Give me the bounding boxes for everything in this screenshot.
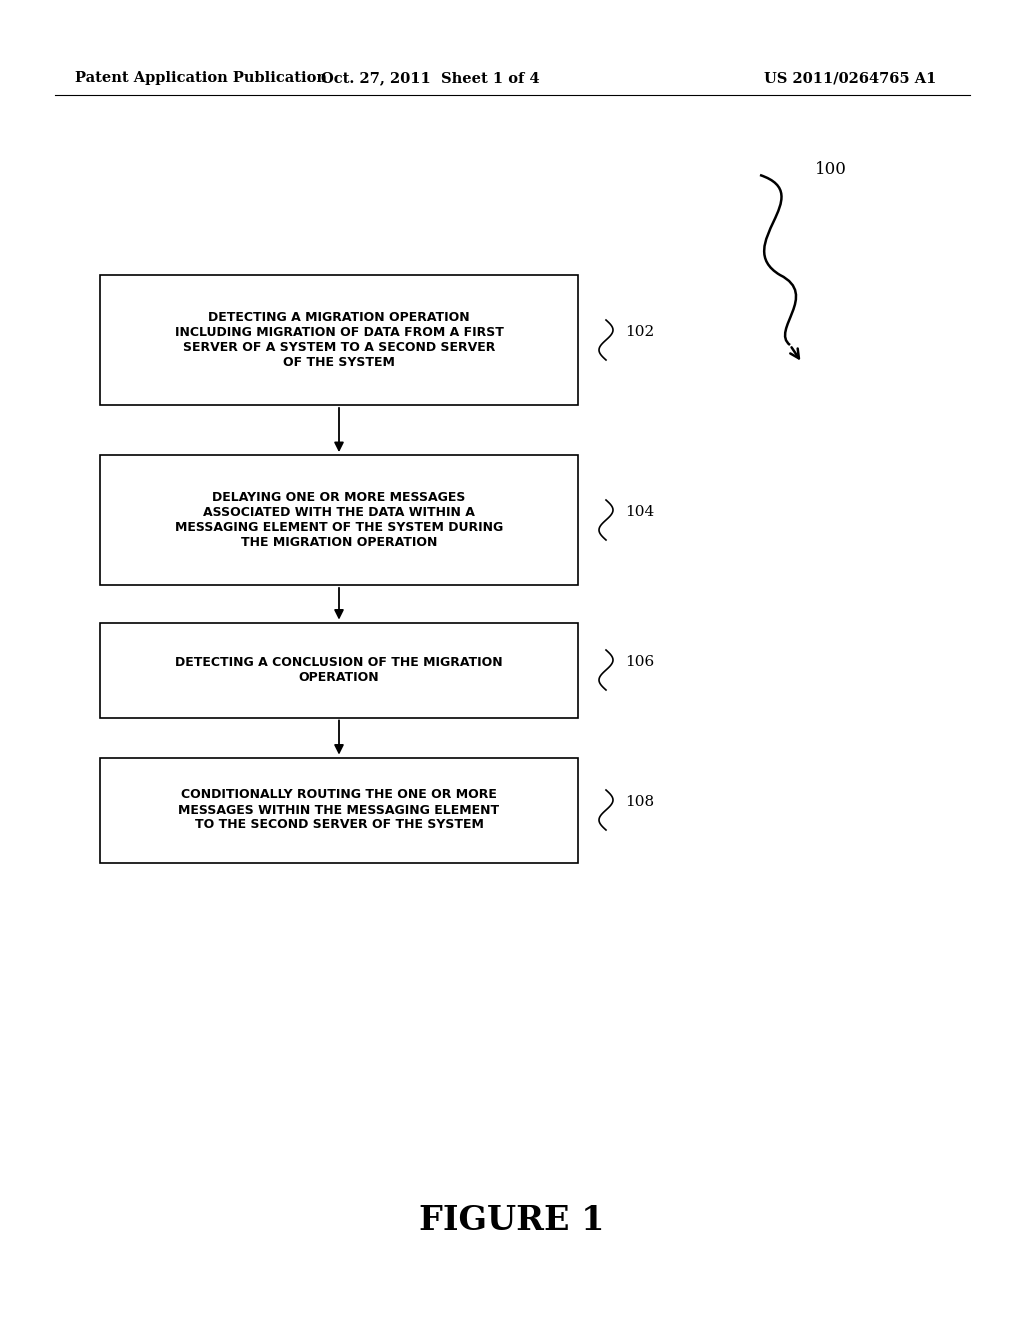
Bar bbox=[100, 455, 578, 585]
Text: FIGURE 1: FIGURE 1 bbox=[419, 1204, 605, 1237]
Text: 106: 106 bbox=[625, 655, 654, 669]
Text: DETECTING A MIGRATION OPERATION
INCLUDING MIGRATION OF DATA FROM A FIRST
SERVER : DETECTING A MIGRATION OPERATION INCLUDIN… bbox=[174, 312, 504, 370]
Bar bbox=[100, 275, 578, 405]
Text: CONDITIONALLY ROUTING THE ONE OR MORE
MESSAGES WITHIN THE MESSAGING ELEMENT
TO T: CONDITIONALLY ROUTING THE ONE OR MORE ME… bbox=[178, 788, 500, 832]
Text: DELAYING ONE OR MORE MESSAGES
ASSOCIATED WITH THE DATA WITHIN A
MESSAGING ELEMEN: DELAYING ONE OR MORE MESSAGES ASSOCIATED… bbox=[175, 491, 503, 549]
Bar bbox=[100, 623, 578, 718]
Text: 108: 108 bbox=[625, 795, 654, 809]
Text: 100: 100 bbox=[815, 161, 847, 178]
Text: Patent Application Publication: Patent Application Publication bbox=[75, 71, 327, 84]
Bar bbox=[100, 758, 578, 862]
Text: DETECTING A CONCLUSION OF THE MIGRATION
OPERATION: DETECTING A CONCLUSION OF THE MIGRATION … bbox=[175, 656, 503, 684]
Text: US 2011/0264765 A1: US 2011/0264765 A1 bbox=[764, 71, 936, 84]
Text: Oct. 27, 2011  Sheet 1 of 4: Oct. 27, 2011 Sheet 1 of 4 bbox=[321, 71, 540, 84]
Text: 102: 102 bbox=[625, 325, 654, 339]
Text: 104: 104 bbox=[625, 506, 654, 519]
